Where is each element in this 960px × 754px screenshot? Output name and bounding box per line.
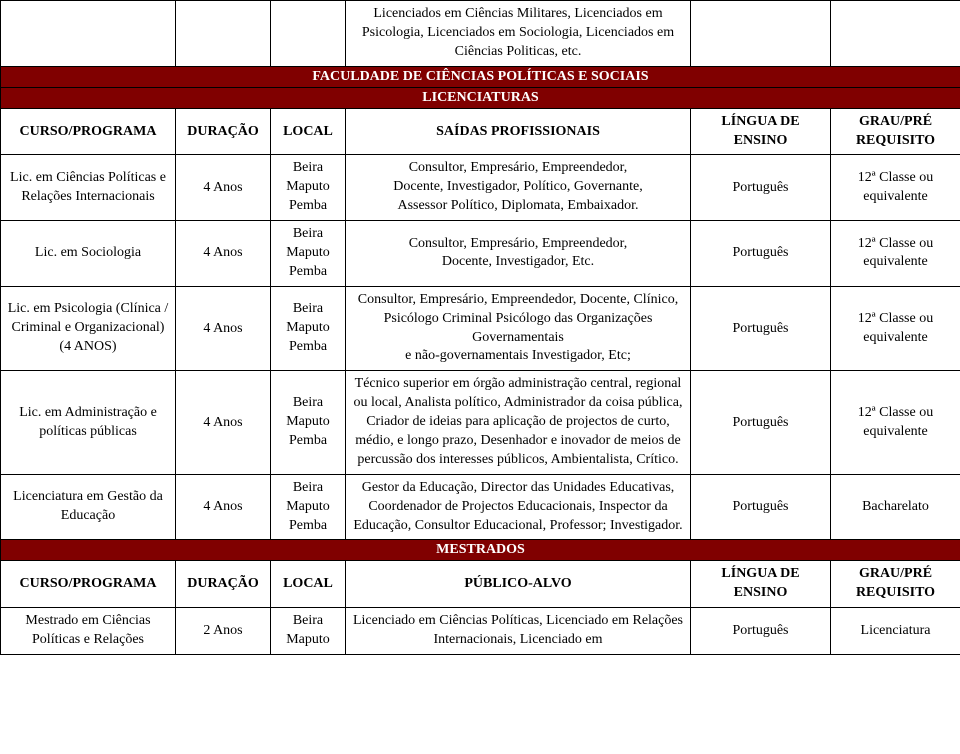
table-row: Lic. em Psicologia (Clínica / Criminal e… bbox=[1, 286, 960, 371]
col-header-grau: GRAU/PRÉ REQUISITO bbox=[831, 561, 960, 608]
cell-lingua: Português bbox=[691, 371, 831, 474]
cell-saidas: Consultor, Empresário, Empreendedor,Doce… bbox=[346, 155, 691, 221]
cell-grau: Licenciatura bbox=[831, 608, 960, 655]
cell-empty bbox=[271, 1, 346, 67]
cell-saidas: Consultor, Empresário, Empreendedor,Doce… bbox=[346, 221, 691, 287]
cell-curso: Lic. em Administração e políticas públic… bbox=[1, 371, 176, 474]
section-band-faculty: FACULDADE DE CIÊNCIAS POLÍTICAS E SOCIAI… bbox=[1, 66, 960, 87]
cell-local: BeiraMaputoPemba bbox=[271, 155, 346, 221]
page: Licenciados em Ciências Militares, Licen… bbox=[0, 0, 960, 655]
cell-curso: Mestrado em Ciências Políticas e Relaçõe… bbox=[1, 608, 176, 655]
cell-local: BeiraMaputoPemba bbox=[271, 286, 346, 371]
cell-grau: 12ª Classe ou equivalente bbox=[831, 286, 960, 371]
cell-local: BeiraMaputo bbox=[271, 608, 346, 655]
col-header-lingua: LÍNGUA DE ENSINO bbox=[691, 561, 831, 608]
col-header-curso: CURSO/PROGRAMA bbox=[1, 108, 176, 155]
section-band-licenciaturas: LICENCIATURAS bbox=[1, 87, 960, 108]
table-row: Lic. em Administração e políticas públic… bbox=[1, 371, 960, 474]
cell-duracao: 4 Anos bbox=[176, 221, 271, 287]
section-band-mestrados: MESTRADOS bbox=[1, 540, 960, 561]
cell-curso: Lic. em Psicologia (Clínica / Criminal e… bbox=[1, 286, 176, 371]
cell-lingua: Português bbox=[691, 474, 831, 540]
cell-saidas: Gestor da Educação, Director das Unidade… bbox=[346, 474, 691, 540]
cell-curso: Lic. em Sociologia bbox=[1, 221, 176, 287]
table-row: Licenciatura em Gestão da Educação 4 Ano… bbox=[1, 474, 960, 540]
cell-local: BeiraMaputoPemba bbox=[271, 474, 346, 540]
table-row: Lic. em Ciências Políticas e Relações In… bbox=[1, 155, 960, 221]
cell-grau: 12ª Classe ou equivalente bbox=[831, 221, 960, 287]
header-row-mestrados: CURSO/PROGRAMA DURAÇÃO LOCAL PÚBLICO-ALV… bbox=[1, 561, 960, 608]
table-row: Licenciados em Ciências Militares, Licen… bbox=[1, 1, 960, 67]
cell-lingua: Português bbox=[691, 608, 831, 655]
cell-publico: Licenciado em Ciências Políticas, Licenc… bbox=[346, 608, 691, 655]
cell-grau: Bacharelato bbox=[831, 474, 960, 540]
table-row: Mestrado em Ciências Políticas e Relaçõe… bbox=[1, 608, 960, 655]
col-header-saidas: SAÍDAS PROFISSIONAIS bbox=[346, 108, 691, 155]
table-row: Lic. em Sociologia 4 Anos BeiraMaputoPem… bbox=[1, 221, 960, 287]
cell-empty bbox=[176, 1, 271, 67]
col-header-local: LOCAL bbox=[271, 108, 346, 155]
col-header-lingua: LÍNGUA DE ENSINO bbox=[691, 108, 831, 155]
cell-lingua: Português bbox=[691, 155, 831, 221]
cell-empty bbox=[831, 1, 960, 67]
cell-duracao: 4 Anos bbox=[176, 474, 271, 540]
cell-curso: Lic. em Ciências Políticas e Relações In… bbox=[1, 155, 176, 221]
cell-grau: 12ª Classe ou equivalente bbox=[831, 371, 960, 474]
cell-local: BeiraMaputoPemba bbox=[271, 371, 346, 474]
col-header-grau: GRAU/PRÉ REQUISITO bbox=[831, 108, 960, 155]
col-header-duracao: DURAÇÃO bbox=[176, 561, 271, 608]
header-row-licenciaturas: CURSO/PROGRAMA DURAÇÃO LOCAL SAÍDAS PROF… bbox=[1, 108, 960, 155]
cell-duracao: 2 Anos bbox=[176, 608, 271, 655]
cell-saidas: Licenciados em Ciências Militares, Licen… bbox=[346, 1, 691, 67]
cell-lingua: Português bbox=[691, 286, 831, 371]
cell-saidas: Técnico superior em órgão administração … bbox=[346, 371, 691, 474]
cell-curso: Licenciatura em Gestão da Educação bbox=[1, 474, 176, 540]
col-header-curso: CURSO/PROGRAMA bbox=[1, 561, 176, 608]
cell-lingua: Português bbox=[691, 221, 831, 287]
main-table: Licenciados em Ciências Militares, Licen… bbox=[0, 0, 960, 655]
col-header-local: LOCAL bbox=[271, 561, 346, 608]
cell-empty bbox=[691, 1, 831, 67]
band-title: FACULDADE DE CIÊNCIAS POLÍTICAS E SOCIAI… bbox=[1, 66, 960, 87]
band-title: LICENCIATURAS bbox=[1, 87, 960, 108]
cell-saidas: Consultor, Empresário, Empreendedor, Doc… bbox=[346, 286, 691, 371]
band-title: MESTRADOS bbox=[1, 540, 960, 561]
col-header-duracao: DURAÇÃO bbox=[176, 108, 271, 155]
cell-local: BeiraMaputoPemba bbox=[271, 221, 346, 287]
cell-duracao: 4 Anos bbox=[176, 155, 271, 221]
col-header-publico: PÚBLICO-ALVO bbox=[346, 561, 691, 608]
cell-duracao: 4 Anos bbox=[176, 371, 271, 474]
cell-duracao: 4 Anos bbox=[176, 286, 271, 371]
cell-grau: 12ª Classe ou equivalente bbox=[831, 155, 960, 221]
cell-empty bbox=[1, 1, 176, 67]
